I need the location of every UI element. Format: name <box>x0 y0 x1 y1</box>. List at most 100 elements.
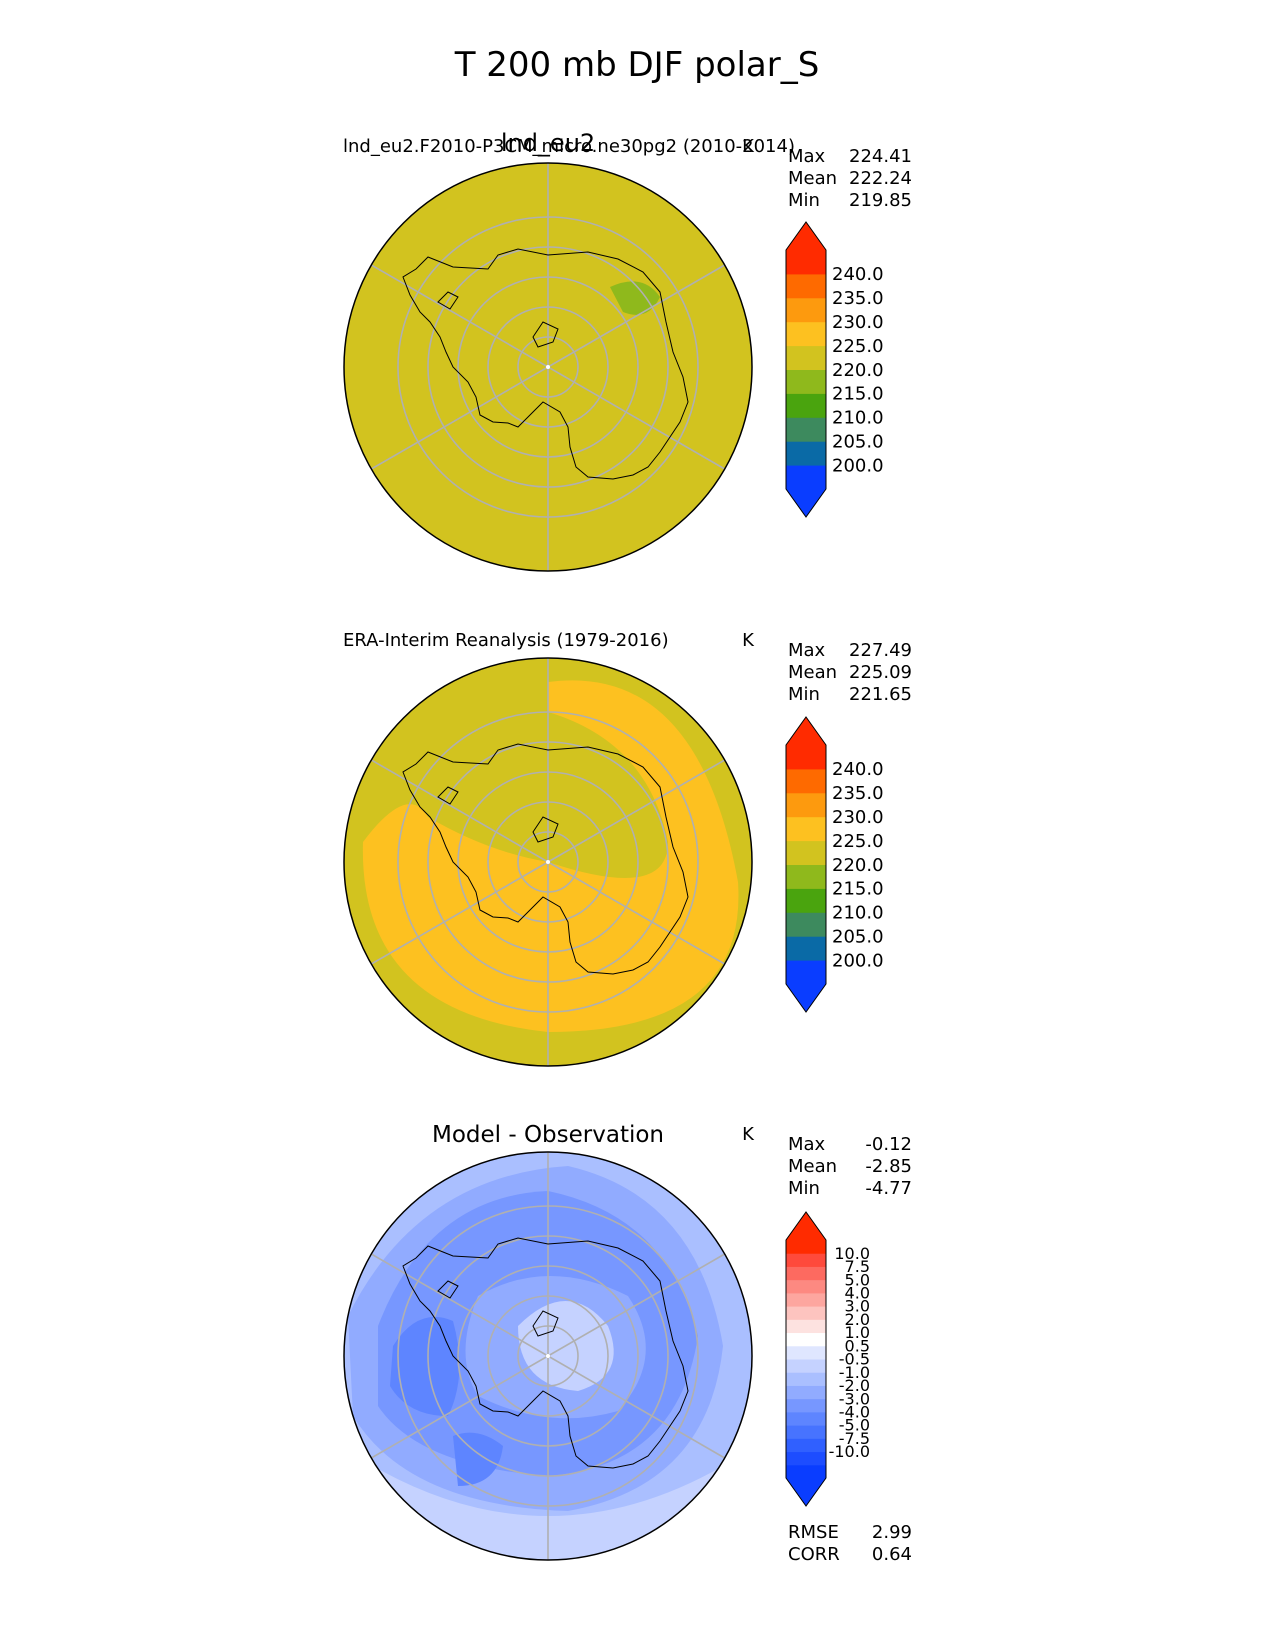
meridian-line <box>370 264 549 368</box>
colorbar-tick-label: -3.0 <box>839 1389 870 1408</box>
colorbar-extend-under <box>786 1478 826 1506</box>
stat-label: Min <box>788 190 820 211</box>
meridian-line <box>547 1355 726 1459</box>
stat-label: Max <box>788 146 826 167</box>
colorbar-bin <box>786 393 826 418</box>
graticule <box>370 658 726 1066</box>
colorbar-bin <box>786 1464 826 1479</box>
stat-value: -4.77 <box>865 1178 912 1199</box>
colorbar-bin <box>786 1385 826 1400</box>
colorbar-bin <box>786 1253 826 1267</box>
colorbar-tick-label: -5.0 <box>839 1416 870 1435</box>
colorbar-tick-label: 200.0 <box>832 950 884 971</box>
units-label: K <box>742 136 755 157</box>
colorbar-bin <box>786 369 826 394</box>
colorbar-tick-label: -7.5 <box>839 1429 870 1448</box>
colorbar-tick-label: 220.0 <box>832 360 884 381</box>
colorbar-tick-label: 210.0 <box>832 903 884 924</box>
colorbar-outline <box>785 716 827 1013</box>
stat-value: 219.85 <box>849 190 912 211</box>
colorbar-bin <box>786 1319 826 1334</box>
contour-minus5-minus4 <box>453 1432 503 1486</box>
colorbar-bin <box>786 1372 826 1386</box>
colorbar-tick-label: 7.5 <box>845 1257 870 1276</box>
stats-block: Max -0.12 Mean -2.85 Min -4.77 RMSE 2.99 CORR 0.6… <box>788 1134 912 1565</box>
colorbar-tick-label: 230.0 <box>832 807 884 828</box>
colorbar-outline <box>785 1211 827 1507</box>
colorbar-bin <box>786 1332 826 1347</box>
colorbar-extend-under <box>786 489 826 517</box>
colorbar-bin <box>786 1425 826 1439</box>
metric-value: 2.99 <box>872 1522 912 1543</box>
stat-label: Mean <box>788 1156 837 1177</box>
meridian-line <box>370 1355 549 1459</box>
colorbar: 10.07.55.04.03.02.01.00.5-0.5-1.0-2.0-3.… <box>785 1211 870 1507</box>
colorbar-bin <box>786 1438 826 1453</box>
colorbar-bin <box>786 1411 826 1426</box>
colorbar-tick-label: 220.0 <box>832 855 884 876</box>
pole-marker <box>546 365 550 369</box>
colorbar-bin <box>786 888 826 913</box>
colorbar-tick-label: 225.0 <box>832 336 884 357</box>
units-label: K <box>742 630 755 651</box>
stat-label: Max <box>788 1134 826 1155</box>
panel-1: lnd_eu2lnd_eu2.F2010-P3CM_micro.ne30pg2 … <box>343 129 912 572</box>
colorbar-bin <box>786 745 826 770</box>
colorbar-tick-label: 235.0 <box>832 288 884 309</box>
colorbar-tick-label: 4.0 <box>845 1283 870 1302</box>
meridian-line <box>547 861 726 965</box>
colorbar-tick-label: 200.0 <box>832 455 884 476</box>
pole-marker <box>546 860 550 864</box>
stat-label: Max <box>788 640 826 661</box>
meridian-line <box>547 759 726 863</box>
colorbar-tick-label: 1.0 <box>845 1323 870 1342</box>
panel-subtitle: ERA-Interim Reanalysis (1979-2016) <box>343 630 669 651</box>
panel-title: lnd_eu2 <box>501 129 595 157</box>
colorbar-outline <box>785 221 827 518</box>
colorbar-bin <box>786 345 826 370</box>
map-field <box>610 281 660 315</box>
contour-minus5-minus4 <box>390 1316 460 1416</box>
colorbar-bin <box>786 816 826 842</box>
colorbar-tick-label: -0.5 <box>839 1350 870 1369</box>
colorbar-bin <box>786 1359 826 1373</box>
colorbar-bin <box>786 1345 826 1360</box>
metric-label: RMSE <box>788 1522 839 1543</box>
colorbar-bin <box>786 1451 826 1466</box>
colorbar-tick-label: 225.0 <box>832 831 884 852</box>
colorbar-tick-label: 205.0 <box>832 432 884 453</box>
colorbar-extend-under <box>786 984 826 1012</box>
panel-2: ERA-Interim Reanalysis (1979-2016) K 240.0… <box>343 630 912 1067</box>
colorbar-tick-label: 3.0 <box>845 1297 870 1316</box>
stat-value: 221.65 <box>849 684 912 705</box>
stat-value: 224.41 <box>849 146 912 167</box>
colorbar-bin <box>786 441 826 466</box>
colorbar-tick-label: 5.0 <box>845 1270 870 1289</box>
colorbar-bin <box>786 250 826 275</box>
colorbar-bin <box>786 768 826 794</box>
meridian-line <box>547 366 726 470</box>
stats-block: Max 224.41 Mean 222.24 Min 219.85 <box>788 146 912 211</box>
colorbar-tick-label: 0.5 <box>845 1336 870 1355</box>
stat-label: Mean <box>788 662 837 683</box>
graticule <box>370 1152 726 1560</box>
colorbar-extend-over <box>786 717 826 745</box>
colorbar-bin <box>786 321 826 347</box>
meridian-line <box>370 759 549 863</box>
stats-block: Max 227.49 Mean 225.09 Min 221.65 <box>788 640 912 705</box>
colorbar-tick-label: -4.0 <box>839 1402 870 1421</box>
colorbar-bin <box>786 1240 826 1254</box>
colorbar-tick-label: 205.0 <box>832 927 884 948</box>
colorbar-bin <box>786 273 826 299</box>
figure-title: T 200 mb DJF polar_S <box>454 45 820 85</box>
graticule <box>370 163 726 571</box>
stat-value: -2.85 <box>865 1156 912 1177</box>
contour-215-220 <box>610 281 660 315</box>
colorbar-tick-label: 240.0 <box>832 759 884 780</box>
colorbar-tick-label: -1.0 <box>839 1363 870 1382</box>
stat-value: 222.24 <box>849 168 912 189</box>
map-boundary <box>343 1151 753 1561</box>
colorbar: 240.0 235.0 230.0 225.0 220.0 215.0 210.0 205.0… <box>785 716 884 1013</box>
colorbar-tick-label: 215.0 <box>832 879 884 900</box>
